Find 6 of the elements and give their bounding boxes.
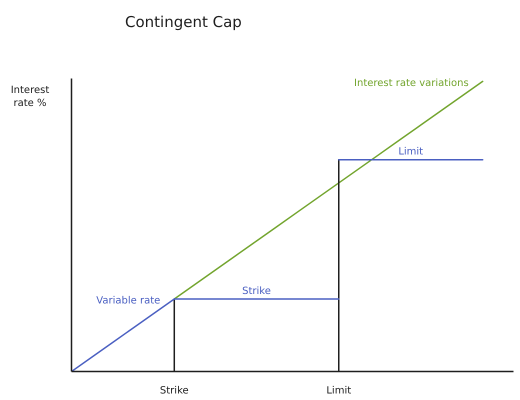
chart-title: Contingent Cap xyxy=(125,12,242,32)
series-label: Variable rate xyxy=(96,295,160,306)
series-label: Interest rate variations xyxy=(354,78,469,89)
series-label: Limit xyxy=(398,146,424,158)
series-label: Strike xyxy=(242,286,271,297)
y-axis-title: Interest rate % xyxy=(10,84,50,110)
